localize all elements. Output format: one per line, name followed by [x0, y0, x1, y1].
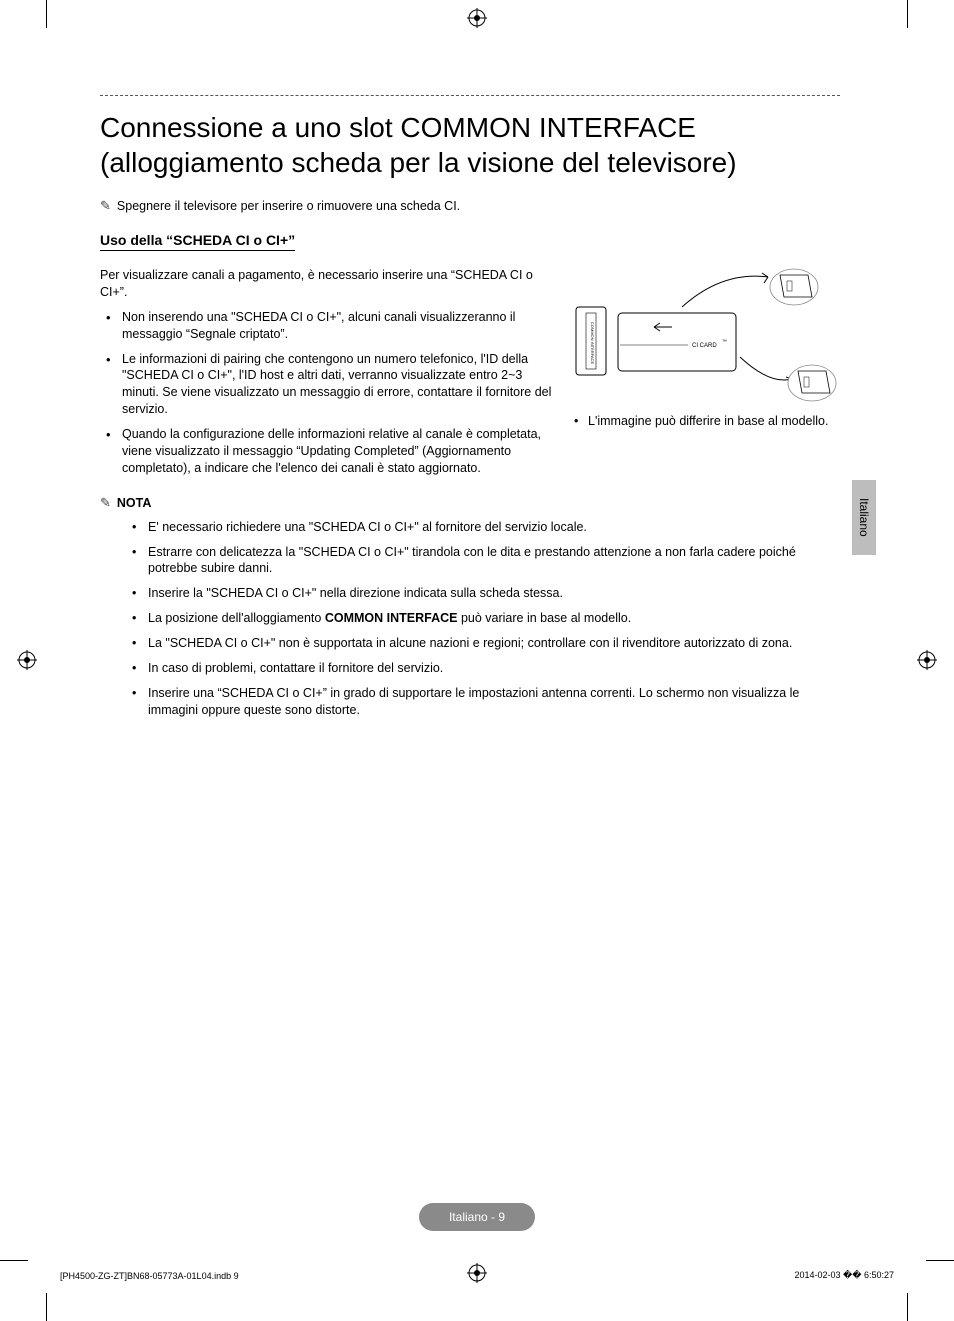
nota-b3-post: può variare in base al modello. — [457, 611, 631, 625]
two-column-layout: Per visualizzare canali a pagamento, è n… — [100, 267, 840, 485]
top-note-line: ✎ Spegnere il televisore per inserire o r… — [100, 198, 840, 214]
crop-mark — [926, 1260, 954, 1261]
crop-mark — [907, 1293, 908, 1321]
print-meta-left: [PH4500-ZG-ZT]BN68-05773A-01L04.indb 9 — [60, 1271, 239, 1281]
intro-paragraph: Per visualizzare canali a pagamento, è n… — [100, 267, 554, 301]
diagram-caption-list: L'immagine può differire in base al mode… — [572, 413, 840, 430]
list-item: Estrarre con delicatezza la "SCHEDA CI o… — [148, 544, 840, 578]
list-item: E' necessario richiedere una "SCHEDA CI … — [148, 519, 840, 536]
nota-label-text: NOTA — [117, 496, 152, 510]
registration-mark-icon — [467, 1263, 487, 1283]
page-number-pill: Italiano - 9 — [419, 1203, 535, 1231]
body-bullet-list: Non inserendo una "SCHEDA CI o CI+", alc… — [100, 309, 554, 477]
top-note-text: Spegnere il televisore per inserire o ri… — [117, 199, 460, 213]
right-column: COMMON INTERFACE CI CARD ™ — [572, 267, 840, 485]
section-heading: Uso della “SCHEDA CI o CI+” — [100, 232, 295, 251]
section-heading-wrap: Uso della “SCHEDA CI o CI+” — [100, 232, 840, 267]
diagram-caption: L'immagine può differire in base al mode… — [588, 413, 840, 430]
list-item: Non inserendo una "SCHEDA CI o CI+", alc… — [122, 309, 554, 343]
nota-heading: ✎ NOTA — [100, 495, 840, 511]
note-icon: ✎ — [100, 198, 111, 214]
list-item: Le informazioni di pairing che contengon… — [122, 351, 554, 419]
list-item: In caso di problemi, contattare il forni… — [148, 660, 840, 677]
print-meta-right: 2014-02-03 �� 6:50:27 — [794, 1270, 894, 1281]
registration-mark-icon — [467, 8, 487, 28]
card-label: CI CARD — [692, 343, 717, 349]
svg-text:™: ™ — [722, 339, 727, 345]
language-side-tab: Italiano — [852, 480, 876, 555]
section-divider — [100, 95, 840, 96]
crop-mark — [907, 0, 908, 28]
list-item: La "SCHEDA CI o CI+" non è supportata in… — [148, 635, 840, 652]
list-item: Quando la configurazione delle informazi… — [122, 426, 554, 477]
page-title: Connessione a uno slot COMMON INTERFACE … — [100, 110, 840, 180]
registration-mark-icon — [17, 650, 37, 670]
list-item: La posizione dell'alloggiamento COMMON I… — [148, 610, 840, 627]
ci-card-diagram: COMMON INTERFACE CI CARD ™ — [572, 267, 840, 407]
nota-block: ✎ NOTA E' necessario richiedere una "SCHE… — [100, 495, 840, 719]
note-icon: ✎ — [100, 495, 111, 511]
nota-b3-pre: La posizione dell'alloggiamento — [148, 611, 325, 625]
list-item: Inserire una “SCHEDA CI o CI+” in grado … — [148, 685, 840, 719]
list-item: Inserire la "SCHEDA CI o CI+" nella dire… — [148, 585, 840, 602]
nota-b3-bold: COMMON INTERFACE — [325, 611, 458, 625]
left-column: Per visualizzare canali a pagamento, è n… — [100, 267, 554, 485]
module-label: COMMON INTERFACE — [590, 322, 595, 365]
crop-mark — [46, 0, 47, 28]
registration-mark-icon — [917, 650, 937, 670]
crop-mark — [0, 1260, 28, 1261]
crop-mark — [46, 1293, 47, 1321]
page-content: Connessione a uno slot COMMON INTERFACE … — [100, 95, 840, 727]
nota-bullet-list: E' necessario richiedere una "SCHEDA CI … — [100, 519, 840, 719]
